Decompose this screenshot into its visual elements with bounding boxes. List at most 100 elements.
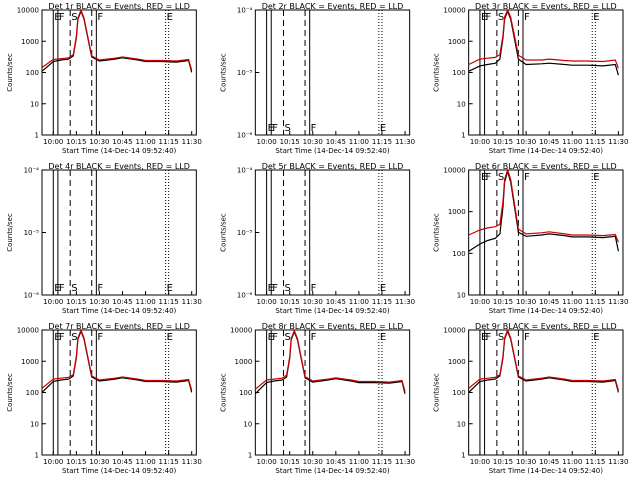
time-marker-label: E (593, 332, 599, 343)
plot-frame (41, 9, 197, 136)
x-tick-label: 10:30 (516, 298, 536, 306)
time-marker-label: F (272, 123, 278, 134)
y-axis-label: Counts/sec (6, 53, 14, 92)
chart-panel-6: Det 6r BLACK = Events, RED = LLD 10 100 100… (433, 162, 629, 315)
time-marker-label: F (311, 283, 317, 294)
panel-title: Det 9r BLACK = Events, RED = LLD (475, 322, 617, 331)
time-marker-label: S (498, 332, 504, 343)
time-marker-label: E (380, 332, 386, 343)
x-tick-label: 10:15 (493, 458, 513, 466)
x-tick-label: 10:30 (89, 458, 109, 466)
y-tick-label: 1000 (448, 38, 466, 46)
time-marker-label: E (380, 123, 386, 134)
time-marker-label: S (498, 12, 504, 23)
y-tick-label: 10⁻⁴ (24, 167, 40, 175)
x-tick-label: 11:15 (159, 298, 179, 306)
x-axis-label: Start Time (14-Dec-14 09:52:40) (489, 147, 603, 155)
y-tick-label: 100 (452, 389, 465, 397)
series-line-lld (468, 8, 619, 69)
time-marker-label: S (285, 123, 291, 134)
y-tick-label: 10 (30, 420, 39, 428)
x-axis-label: Start Time (14-Dec-14 09:52:40) (275, 467, 389, 475)
x-tick-label: 11:30 (182, 298, 202, 306)
time-marker-label: F (59, 332, 65, 343)
time-marker-label: E (167, 283, 173, 294)
panel-title: Det 5r BLACK = Events, RED = LLD (262, 162, 404, 171)
y-tick-label: 1000 (448, 358, 466, 366)
x-tick-label: 11:15 (585, 138, 605, 146)
plot-frame (41, 169, 197, 296)
y-tick-label: 10⁻⁶ (24, 292, 40, 300)
plot-frame (254, 329, 411, 456)
y-tick-label: 10000 (230, 327, 252, 335)
y-tick-label: 1 (35, 132, 39, 140)
x-tick-label: 10:00 (43, 458, 63, 466)
series-line-events (468, 329, 619, 393)
chart-panel-8: Det 8r BLACK = Events, RED = LLD 1 10 100 10… (219, 322, 415, 475)
time-marker-label: F (59, 12, 65, 23)
time-marker-label: E (167, 332, 173, 343)
x-axis-label: Start Time (14-Dec-14 09:52:40) (489, 307, 603, 315)
time-marker-label: S (498, 172, 504, 183)
time-marker-label: E (593, 172, 599, 183)
time-marker-label: F (97, 12, 103, 23)
x-tick-label: 11:00 (135, 138, 155, 146)
y-axis-label: Counts/sec (6, 213, 14, 252)
y-tick-label: 100 (452, 250, 465, 258)
plot-frame (254, 9, 411, 136)
x-tick-label: 10:00 (257, 298, 277, 306)
x-tick-label: 10:45 (112, 458, 132, 466)
time-marker-label: S (71, 283, 77, 294)
x-tick-label: 11:00 (562, 138, 582, 146)
x-tick-label: 11:15 (585, 298, 605, 306)
plot-frame (41, 329, 197, 456)
chart-panel-5: Det 5r BLACK = Events, RED = LLD 10⁻⁶ 10⁻⁵… (219, 162, 415, 315)
x-tick-label: 10:15 (493, 138, 513, 146)
x-tick-label: 10:15 (66, 458, 86, 466)
x-tick-label: 10:30 (303, 298, 323, 306)
x-tick-label: 11:30 (395, 138, 415, 146)
panel-title: Det 1r BLACK = Events, RED = LLD (48, 2, 190, 11)
x-tick-label: 11:00 (135, 458, 155, 466)
time-marker-label: F (272, 332, 278, 343)
y-tick-label: 100 (26, 389, 39, 397)
y-tick-label: 10 (30, 100, 39, 108)
time-marker-label: E (167, 12, 173, 23)
x-tick-label: 10:00 (470, 298, 490, 306)
x-tick-label: 10:45 (326, 138, 346, 146)
x-tick-label: 10:15 (280, 458, 300, 466)
x-tick-label: 10:00 (257, 138, 277, 146)
x-tick-label: 10:15 (493, 298, 513, 306)
series-line-events (254, 330, 406, 395)
x-tick-label: 11:00 (349, 458, 369, 466)
chart-panel-9: Det 9r BLACK = Events, RED = LLD 1 10 100 10… (433, 322, 629, 475)
y-tick-label: 10⁻⁶ (237, 292, 253, 300)
series-line-lld (468, 168, 619, 243)
time-marker-label: F (59, 283, 65, 294)
x-tick-label: 10:00 (43, 298, 63, 306)
x-tick-label: 11:30 (395, 298, 415, 306)
time-marker-label: S (71, 12, 77, 23)
plot-frame (468, 9, 624, 136)
x-axis-label: Start Time (14-Dec-14 09:52:40) (275, 147, 389, 155)
y-tick-label: 10 (457, 100, 466, 108)
series-line-events (468, 169, 619, 252)
y-tick-label: 1 (248, 452, 252, 460)
x-tick-label: 10:30 (89, 298, 109, 306)
x-tick-label: 10:45 (326, 298, 346, 306)
x-tick-label: 11:30 (182, 458, 202, 466)
time-marker-label: F (311, 332, 317, 343)
y-tick-label: 10000 (443, 167, 465, 175)
x-tick-label: 11:30 (395, 458, 415, 466)
x-tick-label: 10:00 (43, 138, 63, 146)
time-marker-label: F (524, 12, 530, 23)
x-tick-label: 11:00 (562, 298, 582, 306)
chart-panel-3: Det 3r BLACK = Events, RED = LLD 1 10 100 10… (433, 2, 629, 155)
x-tick-label: 11:00 (135, 298, 155, 306)
y-tick-label: 1000 (448, 208, 466, 216)
time-marker-label: F (486, 12, 492, 23)
panel-title: Det 2r BLACK = Events, RED = LLD (262, 2, 404, 11)
time-marker-label: F (524, 332, 530, 343)
time-marker-label: F (97, 332, 103, 343)
x-tick-label: 11:15 (372, 458, 392, 466)
